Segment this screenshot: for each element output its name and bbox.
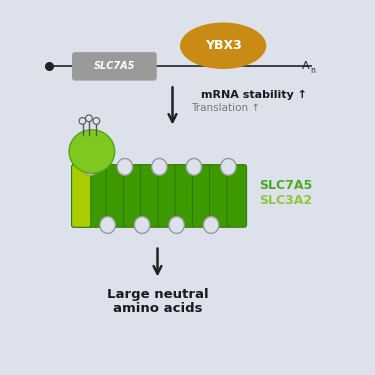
Text: Large neutral: Large neutral	[106, 288, 208, 301]
Ellipse shape	[86, 115, 92, 122]
Ellipse shape	[203, 217, 219, 233]
Text: SLC7A5: SLC7A5	[259, 179, 312, 192]
Text: YBX3: YBX3	[205, 39, 242, 52]
Ellipse shape	[79, 118, 86, 124]
Text: SLC7A5: SLC7A5	[94, 62, 135, 71]
FancyBboxPatch shape	[72, 165, 91, 227]
Text: SLC3A2: SLC3A2	[259, 194, 312, 207]
Text: n: n	[310, 66, 315, 75]
Ellipse shape	[169, 217, 184, 233]
Ellipse shape	[220, 158, 236, 175]
Ellipse shape	[100, 217, 116, 233]
FancyBboxPatch shape	[192, 165, 212, 227]
FancyBboxPatch shape	[106, 165, 126, 227]
FancyBboxPatch shape	[227, 165, 247, 227]
FancyBboxPatch shape	[72, 52, 157, 81]
Ellipse shape	[82, 158, 98, 175]
Ellipse shape	[117, 158, 133, 175]
Ellipse shape	[180, 22, 266, 69]
Ellipse shape	[186, 158, 202, 175]
Text: A: A	[302, 62, 309, 71]
FancyBboxPatch shape	[158, 165, 178, 227]
FancyBboxPatch shape	[72, 165, 92, 227]
FancyBboxPatch shape	[210, 165, 230, 227]
FancyBboxPatch shape	[89, 165, 109, 227]
Text: amino acids: amino acids	[113, 302, 202, 315]
FancyBboxPatch shape	[141, 165, 160, 227]
Ellipse shape	[152, 158, 167, 175]
FancyBboxPatch shape	[123, 165, 143, 227]
FancyBboxPatch shape	[175, 165, 195, 227]
Text: Translation ↑: Translation ↑	[191, 103, 260, 113]
Text: mRNA stability ↑: mRNA stability ↑	[201, 90, 307, 99]
Ellipse shape	[69, 130, 115, 173]
Ellipse shape	[93, 118, 100, 124]
Ellipse shape	[134, 217, 150, 233]
